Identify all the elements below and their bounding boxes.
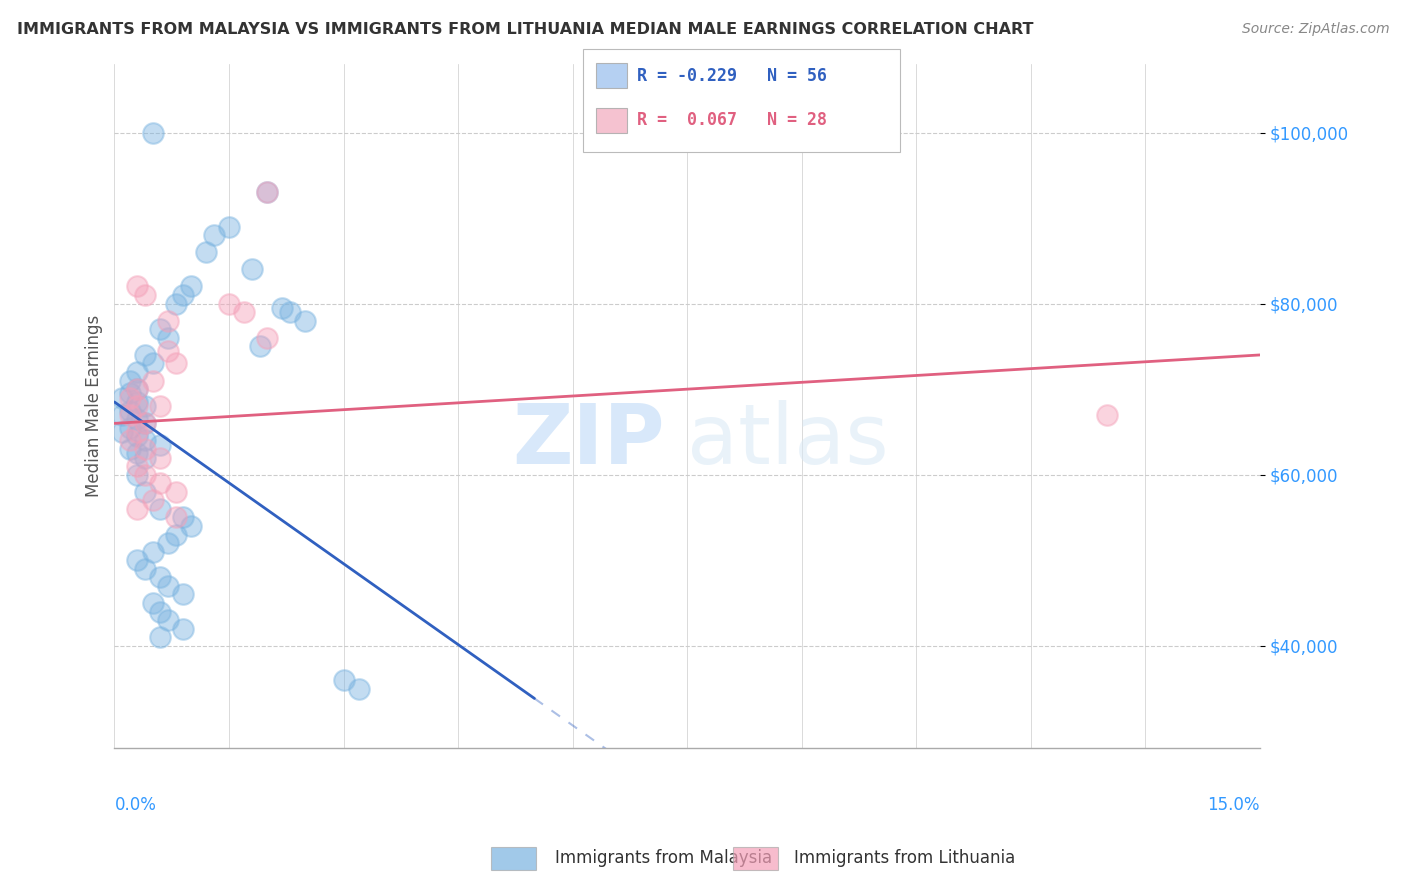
- Point: [1097, 408, 1119, 422]
- Text: IMMIGRANTS FROM MALAYSIA VS IMMIGRANTS FROM LITHUANIA MEDIAN MALE EARNINGS CORRE: IMMIGRANTS FROM MALAYSIA VS IMMIGRANTS F…: [17, 22, 1033, 37]
- Point: [165, 296, 187, 310]
- Text: ZIP: ZIP: [512, 400, 664, 481]
- Point: [347, 681, 370, 696]
- Point: [156, 536, 179, 550]
- Point: [127, 429, 149, 443]
- Point: [134, 288, 156, 302]
- Point: [156, 613, 179, 627]
- Point: [142, 374, 165, 388]
- Point: [142, 493, 165, 508]
- Point: [233, 305, 256, 319]
- Point: [172, 622, 194, 636]
- Point: [156, 331, 179, 345]
- Point: [127, 382, 149, 396]
- Point: [172, 288, 194, 302]
- Point: [118, 391, 141, 405]
- Point: [127, 467, 149, 482]
- Point: [118, 434, 141, 448]
- Y-axis label: Median Male Earnings: Median Male Earnings: [86, 315, 103, 498]
- Text: R =  0.067   N = 28: R = 0.067 N = 28: [637, 112, 827, 129]
- Point: [149, 450, 172, 465]
- Point: [165, 357, 187, 371]
- Point: [172, 510, 194, 524]
- Point: [142, 596, 165, 610]
- Point: [218, 296, 240, 310]
- Point: [127, 279, 149, 293]
- Point: [118, 374, 141, 388]
- Point: [256, 331, 278, 345]
- Point: [134, 562, 156, 576]
- Point: [127, 399, 149, 413]
- Point: [165, 484, 187, 499]
- Point: [278, 305, 301, 319]
- Point: [127, 446, 149, 460]
- Point: [134, 484, 156, 499]
- Point: [142, 126, 165, 140]
- Point: [180, 279, 202, 293]
- Text: Immigrants from Lithuania: Immigrants from Lithuania: [794, 849, 1015, 867]
- Point: [149, 399, 172, 413]
- Point: [172, 587, 194, 601]
- Point: [127, 382, 149, 396]
- Point: [165, 510, 187, 524]
- Point: [127, 395, 149, 409]
- Point: [271, 301, 294, 315]
- Point: [134, 417, 156, 431]
- Point: [127, 425, 149, 439]
- Text: Immigrants from Malaysia: Immigrants from Malaysia: [555, 849, 772, 867]
- Text: 15.0%: 15.0%: [1208, 797, 1260, 814]
- Text: Source: ZipAtlas.com: Source: ZipAtlas.com: [1241, 22, 1389, 37]
- Text: atlas: atlas: [688, 400, 889, 481]
- Point: [111, 425, 134, 439]
- Point: [156, 314, 179, 328]
- Point: [142, 545, 165, 559]
- Point: [156, 343, 179, 358]
- Point: [256, 186, 278, 200]
- Point: [134, 442, 156, 456]
- Point: [118, 442, 141, 456]
- Point: [249, 339, 271, 353]
- Point: [134, 348, 156, 362]
- Point: [149, 570, 172, 584]
- Point: [118, 408, 141, 422]
- Point: [111, 391, 134, 405]
- Point: [149, 322, 172, 336]
- Text: 0.0%: 0.0%: [114, 797, 156, 814]
- Point: [195, 245, 218, 260]
- Point: [156, 579, 179, 593]
- Point: [127, 365, 149, 379]
- Point: [218, 219, 240, 234]
- Point: [149, 502, 172, 516]
- Point: [134, 417, 156, 431]
- Point: [127, 459, 149, 474]
- Point: [142, 357, 165, 371]
- Point: [202, 228, 225, 243]
- Point: [149, 438, 172, 452]
- Point: [134, 467, 156, 482]
- Point: [127, 412, 149, 426]
- Point: [118, 386, 141, 401]
- Point: [127, 553, 149, 567]
- Point: [332, 673, 354, 687]
- Point: [256, 186, 278, 200]
- Point: [118, 403, 141, 417]
- Point: [127, 502, 149, 516]
- Point: [149, 605, 172, 619]
- Point: [134, 450, 156, 465]
- Point: [149, 476, 172, 491]
- Point: [134, 399, 156, 413]
- Point: [118, 420, 141, 434]
- Point: [149, 630, 172, 644]
- Point: [134, 434, 156, 448]
- Text: R = -0.229   N = 56: R = -0.229 N = 56: [637, 67, 827, 85]
- Point: [240, 262, 263, 277]
- Point: [180, 519, 202, 533]
- Point: [165, 527, 187, 541]
- Point: [111, 408, 134, 422]
- Point: [294, 314, 316, 328]
